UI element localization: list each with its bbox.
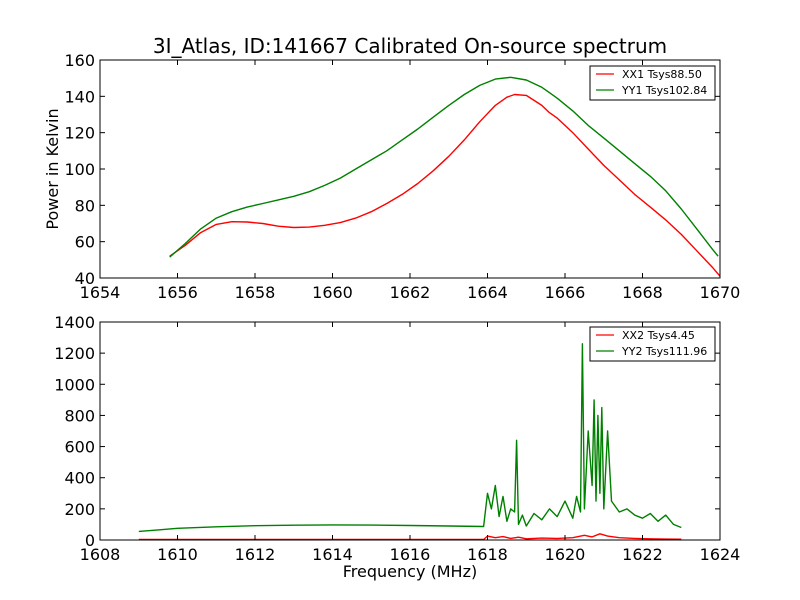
- top-y-tick-label: 160: [64, 51, 95, 70]
- top-x-tick-label: 1666: [545, 283, 586, 302]
- bottom-x-tick-label: 1624: [700, 545, 741, 564]
- bottom-x-tick-label: 1622: [622, 545, 663, 564]
- top-y-tick-label: 80: [75, 196, 95, 215]
- top-y-tick-label: 60: [75, 233, 95, 252]
- top-x-tick-label: 1664: [467, 283, 508, 302]
- bottom-y-tick-label: 1200: [54, 344, 95, 363]
- bottom-y-tick-label: 1000: [54, 375, 95, 394]
- top-legend: XX1 Tsys88.50 YY1 Tsys102.84: [589, 65, 716, 101]
- top-x-tick-label: 1656: [157, 283, 198, 302]
- top-y-tick-label: 140: [64, 87, 95, 106]
- bottom-y-tick-label: 200: [64, 500, 95, 519]
- top-series-layer: [169, 76, 721, 277]
- bottom-panel: 1608 1610 1612 1614 1616 1618 1620 1622 1624 0 200…: [54, 313, 740, 581]
- chart-title: 3I_Atlas, ID:141667 Calibrated On-source…: [153, 34, 667, 58]
- bottom-x-tick-label: 1612: [235, 545, 276, 564]
- bottom-ticks: 1608 1610 1612 1614 1616 1618 1620 1622 1624 0 200…: [54, 313, 740, 564]
- bottom-legend: XX2 Tsys4.45 YY2 Tsys111.96: [589, 326, 716, 362]
- bottom-y-tick-label: 0: [85, 531, 95, 550]
- top-x-tick-label: 1654: [80, 283, 121, 302]
- top-series-line-0: [169, 93, 721, 277]
- top-series-line-1: [169, 76, 719, 258]
- bottom-series-line-1: [138, 343, 682, 533]
- bottom-y-tick-label: 1400: [54, 313, 95, 332]
- top-x-tick-label: 1668: [622, 283, 663, 302]
- top-legend-box: [589, 65, 716, 101]
- top-y-tick-label: 120: [64, 124, 95, 143]
- top-x-tick-label: 1658: [235, 283, 276, 302]
- top-x-tick-label: 1660: [312, 283, 353, 302]
- legend-label-yy1: YY1 Tsys102.84: [621, 84, 707, 97]
- legend-label-xx1: XX1 Tsys88.50: [622, 68, 702, 81]
- bottom-y-tick-label: 600: [64, 438, 95, 457]
- bottom-legend-box: [589, 326, 716, 362]
- top-y-tick-label: 40: [75, 269, 95, 288]
- bottom-x-tick-label: 1618: [467, 545, 508, 564]
- top-y-tick-label: 100: [64, 160, 95, 179]
- top-x-tick-label: 1662: [390, 283, 431, 302]
- bottom-y-tick-label: 800: [64, 406, 95, 425]
- legend-label-xx2: XX2 Tsys4.45: [622, 329, 695, 342]
- bottom-x-tick-label: 1614: [312, 545, 353, 564]
- top-panel: 1654 1656 1658 1660 1662 1664 1666 1668 1670 40 60…: [43, 51, 740, 302]
- top-ticks: 1654 1656 1658 1660 1662 1664 1666 1668 1670 40 60…: [64, 51, 740, 302]
- bottom-x-tick-label: 1610: [157, 545, 198, 564]
- bottom-x-tick-label: 1608: [80, 545, 121, 564]
- bottom-x-tick-label: 1620: [545, 545, 586, 564]
- legend-label-yy2: YY2 Tsys111.96: [621, 345, 707, 358]
- top-y-axis-label: Power in Kelvin: [43, 108, 62, 229]
- bottom-y-tick-label: 400: [64, 469, 95, 488]
- top-x-tick-label: 1670: [700, 283, 741, 302]
- bottom-x-axis-label: Frequency (MHz): [343, 562, 477, 581]
- bottom-x-tick-label: 1616: [390, 545, 431, 564]
